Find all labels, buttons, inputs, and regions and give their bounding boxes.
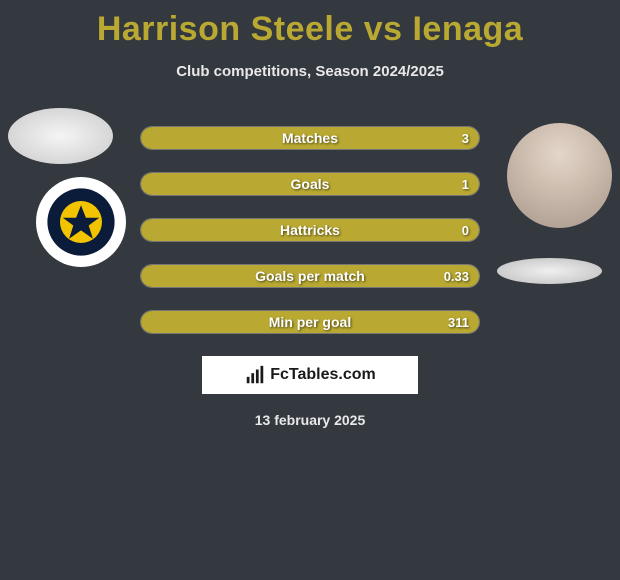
page-title: Harrison Steele vs Ienaga (0, 0, 620, 49)
stat-bar-value: 0 (462, 219, 469, 241)
stat-bar-value: 3 (462, 127, 469, 149)
player-right-avatar (507, 123, 612, 228)
stat-bar-value: 0.33 (444, 265, 469, 287)
bar-chart-icon (244, 364, 266, 386)
stat-bar-label: Matches (141, 127, 479, 149)
mariners-badge-icon (46, 187, 116, 257)
stat-bar-label: Goals per match (141, 265, 479, 287)
date-text: 13 february 2025 (0, 412, 620, 428)
stat-bar-goals-per-match: Goals per match 0.33 (140, 264, 480, 288)
stat-bar-matches: Matches 3 (140, 126, 480, 150)
stat-bar-value: 1 (462, 173, 469, 195)
stat-bar-min-per-goal: Min per goal 311 (140, 310, 480, 334)
player-left-club-badge (36, 177, 126, 267)
stat-bar-hattricks: Hattricks 0 (140, 218, 480, 242)
stat-bar-value: 311 (448, 311, 469, 333)
branding-text: FcTables.com (270, 366, 376, 384)
stat-bar-label: Min per goal (141, 311, 479, 333)
player-left-avatar (8, 108, 113, 164)
stat-bar-label: Goals (141, 173, 479, 195)
page-subtitle: Club competitions, Season 2024/2025 (0, 63, 620, 80)
stat-bar-label: Hattricks (141, 219, 479, 241)
branding-box: FcTables.com (202, 356, 418, 394)
stat-bar-goals: Goals 1 (140, 172, 480, 196)
stats-bars: Matches 3 Goals 1 Hattricks 0 Goals per … (140, 126, 480, 356)
player-right-club-badge (497, 258, 602, 284)
